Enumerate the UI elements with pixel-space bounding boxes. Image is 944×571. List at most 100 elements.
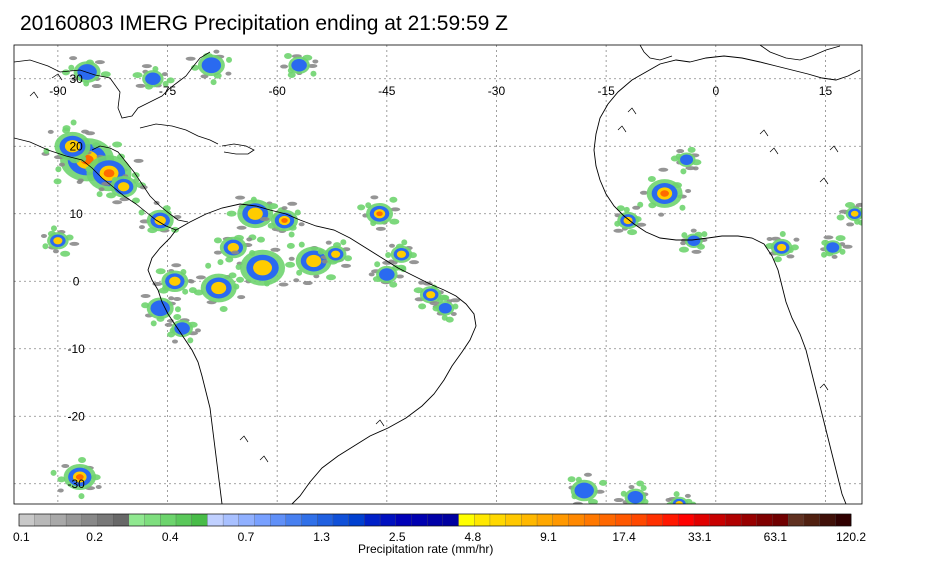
precip-cell [357,195,401,231]
precip-cell [670,146,702,175]
colorbar-labels: 0.1 0.2 0.4 0.7 1.3 2.5 4.8 9.1 17.4 33.1 63.1 120.… [13,530,866,544]
precip-cell [228,236,300,287]
colorbar-swatch [379,513,397,527]
coastline-cuba [139,123,219,145]
colorbar-swatch [678,513,695,527]
precip-cell [382,239,420,271]
precip-cell [567,472,608,504]
colorbar-tick-label: 0.1 [13,530,30,544]
colorbar-swatch [427,513,444,527]
colorbar-tick-label: 0.7 [238,530,255,544]
colorbar-tick-label: 2.5 [389,530,406,544]
precip-cell [50,457,102,500]
colorbar-swatch [835,513,852,527]
colorbar-swatch [725,513,742,527]
colorbar-swatch [285,513,303,527]
lon-tick-label: -60 [269,84,287,98]
map-title: 20160803 IMERG Precipitation ending at 2… [20,12,508,35]
precip-cell [286,241,344,286]
colorbar-swatch [238,513,255,527]
colorbar-swatch [521,513,538,527]
colorbar-swatch [301,513,318,527]
lon-tick-label: -75 [159,84,177,98]
colorbar [18,513,852,527]
precip-cell [637,167,692,217]
precip-cell [185,49,233,86]
precip-cell [368,259,407,288]
colorbar-swatch [175,513,193,527]
coastline-europe [639,45,841,61]
precip-cell [140,287,181,327]
coastline-central-america [14,137,189,231]
precip-cell [259,201,305,238]
colorbar-tick-label: 63.1 [764,530,788,544]
colorbar-swatch [583,513,601,527]
colorbar-swatch [489,513,507,527]
lat-tick-label: 0 [73,274,80,288]
colorbar-swatch [615,513,632,527]
colorbar-tick-label: 0.2 [86,530,103,544]
colorbar-swatch [144,513,161,527]
colorbar-tick-label: 9.1 [540,530,557,544]
colorbar-swatch [568,513,585,527]
coastline-south-america [147,203,477,504]
map-background [14,45,862,504]
coastline-africa [593,55,861,504]
precip-cell [152,263,197,301]
colorbar-swatch [160,513,177,527]
coastlines [14,45,861,504]
colorbar-swatch [411,513,428,527]
axis-tick-labels: -90 -75 -60 -45 -30 -15 0 15 30 20 10 0 -10 -20 -30 [49,72,832,491]
precip-cell [138,200,182,234]
precip-cell [665,491,697,504]
precip-cell [613,205,647,236]
lat-tick-label: 20 [69,139,83,153]
precip-cell [164,314,201,344]
colorbar-swatch [348,513,365,527]
lat-tick-label: -10 [67,342,85,356]
colorbar-swatch [505,513,522,527]
colorbar-swatch [128,513,146,527]
colorbar-swatch [65,513,83,527]
colorbar-swatch [772,513,789,527]
precip-cell [820,235,853,259]
colorbar-swatch [788,513,805,527]
colorbar-swatch [709,513,726,527]
colorbar-swatch [81,513,98,527]
colorbar-swatch [536,513,554,527]
colorbar-swatch [693,513,711,527]
lon-tick-label: -45 [378,84,396,98]
lat-tick-label: 10 [69,207,83,221]
colorbar-swatch [646,513,664,527]
precip-cell [317,239,353,268]
lon-tick-label: -90 [49,84,67,98]
colorbar-swatch [317,513,334,527]
islands [29,73,839,463]
precip-cell [765,230,800,263]
precip-cell [613,480,649,504]
colorbar-swatch [442,513,459,527]
precip-cell [43,119,101,167]
colorbar-swatch [756,513,773,527]
colorbar-swatch [34,513,51,527]
colorbar-swatch [191,513,208,527]
colorbar-swatch [18,513,36,527]
lat-tick-label: -30 [67,477,85,491]
colorbar-tick-label: 4.8 [464,530,481,544]
coastline-north-america [14,51,211,119]
colorbar-swatch [207,513,224,527]
colorbar-swatch [662,513,679,527]
precip-cell [98,172,148,204]
precip-cell [213,234,256,266]
coastline-hispaniola [221,143,255,155]
lon-tick-label: -15 [597,84,615,98]
colorbar-swatch [740,513,758,527]
lon-tick-label: 15 [819,84,833,98]
lon-tick-label: -30 [488,84,506,98]
precip-cell [429,294,461,323]
colorbar-swatch [599,513,616,527]
colorbar-swatch [222,513,240,527]
colorbar-tick-label: 17.4 [612,530,636,544]
colorbar-tick-label: 120.2 [836,530,866,544]
